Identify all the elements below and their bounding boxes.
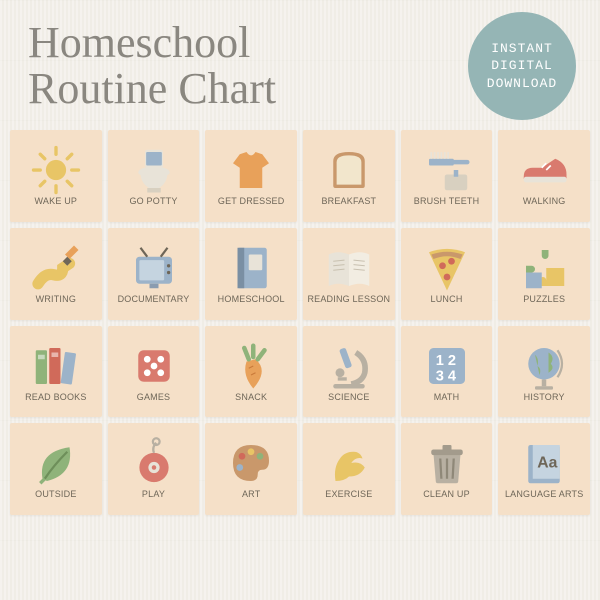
routine-card: WALKING bbox=[498, 130, 590, 222]
routine-card: SNACK bbox=[205, 326, 297, 418]
card-label: READING LESSON bbox=[307, 294, 390, 304]
header: Homeschool Routine Chart INSTANT DIGITAL… bbox=[0, 0, 600, 120]
routine-card: HOMESCHOOL bbox=[205, 228, 297, 320]
card-label: EXERCISE bbox=[325, 489, 372, 499]
routine-card: WAKE UP bbox=[10, 130, 102, 222]
sun-icon bbox=[29, 146, 83, 194]
routine-card: READING LESSON bbox=[303, 228, 395, 320]
flex-icon bbox=[322, 439, 376, 487]
toothbrush-icon bbox=[420, 146, 474, 194]
routine-card: LUNCH bbox=[401, 228, 493, 320]
card-label: OUTSIDE bbox=[35, 489, 76, 499]
card-label: HISTORY bbox=[524, 392, 565, 402]
bread-icon bbox=[322, 146, 376, 194]
routine-card: GAMES bbox=[108, 326, 200, 418]
card-label: PUZZLES bbox=[523, 294, 565, 304]
routine-card: READ BOOKS bbox=[10, 326, 102, 418]
routine-card: 1 23 4 MATH bbox=[401, 326, 493, 418]
notebook-icon bbox=[224, 244, 278, 292]
routine-card: Aa LANGUAGE ARTS bbox=[498, 423, 590, 515]
card-label: WALKING bbox=[523, 196, 566, 206]
card-label: BREAKFAST bbox=[321, 196, 376, 206]
card-label: MATH bbox=[434, 392, 460, 402]
routine-card: GET DRESSED bbox=[205, 130, 297, 222]
routine-grid: WAKE UP GO POTTY GET DRESSED BREAKFAST BRUSH… bbox=[0, 120, 600, 525]
card-label: WAKE UP bbox=[35, 196, 78, 206]
routine-card: EXERCISE bbox=[303, 423, 395, 515]
yoyo-icon bbox=[127, 439, 181, 487]
routine-card: GO POTTY bbox=[108, 130, 200, 222]
math-icon: 1 23 4 bbox=[420, 342, 474, 390]
shirt-icon bbox=[224, 146, 278, 194]
globe-icon bbox=[517, 342, 571, 390]
card-label: READ BOOKS bbox=[25, 392, 87, 402]
palette-icon bbox=[224, 439, 278, 487]
microscope-icon bbox=[322, 342, 376, 390]
routine-card: HISTORY bbox=[498, 326, 590, 418]
svg-text:3 4: 3 4 bbox=[435, 368, 456, 384]
routine-card: WRITING bbox=[10, 228, 102, 320]
openbook-icon bbox=[322, 244, 376, 292]
routine-card: DOCUMENTARY bbox=[108, 228, 200, 320]
puzzle-icon bbox=[517, 244, 571, 292]
card-label: LUNCH bbox=[431, 294, 463, 304]
toilet-icon bbox=[127, 146, 181, 194]
card-label: CLEAN UP bbox=[423, 489, 470, 499]
pizza-icon bbox=[420, 244, 474, 292]
routine-card: OUTSIDE bbox=[10, 423, 102, 515]
svg-text:1 2: 1 2 bbox=[435, 352, 455, 368]
card-label: DOCUMENTARY bbox=[118, 294, 190, 304]
card-label: SNACK bbox=[235, 392, 267, 402]
leaf-icon bbox=[29, 439, 83, 487]
trash-icon bbox=[420, 439, 474, 487]
routine-card: BRUSH TEETH bbox=[401, 130, 493, 222]
writing-icon bbox=[29, 244, 83, 292]
card-label: PLAY bbox=[142, 489, 165, 499]
card-label: GET DRESSED bbox=[218, 196, 285, 206]
books-icon bbox=[29, 342, 83, 390]
card-label: HOMESCHOOL bbox=[218, 294, 285, 304]
dice-icon bbox=[127, 342, 181, 390]
shoe-icon bbox=[517, 146, 571, 194]
tv-icon bbox=[127, 244, 181, 292]
routine-card: PLAY bbox=[108, 423, 200, 515]
card-label: BRUSH TEETH bbox=[414, 196, 480, 206]
card-label: LANGUAGE ARTS bbox=[505, 489, 583, 499]
routine-card: BREAKFAST bbox=[303, 130, 395, 222]
routine-card: SCIENCE bbox=[303, 326, 395, 418]
carrot-icon bbox=[224, 342, 278, 390]
card-label: SCIENCE bbox=[328, 392, 369, 402]
routine-card: ART bbox=[205, 423, 297, 515]
download-badge: INSTANT DIGITAL DOWNLOAD bbox=[468, 12, 576, 120]
routine-card: PUZZLES bbox=[498, 228, 590, 320]
langbook-icon: Aa bbox=[517, 439, 571, 487]
routine-card: CLEAN UP bbox=[401, 423, 493, 515]
card-label: WRITING bbox=[36, 294, 76, 304]
svg-text:Aa: Aa bbox=[537, 455, 557, 472]
card-label: ART bbox=[242, 489, 260, 499]
card-label: GO POTTY bbox=[129, 196, 177, 206]
card-label: GAMES bbox=[137, 392, 171, 402]
